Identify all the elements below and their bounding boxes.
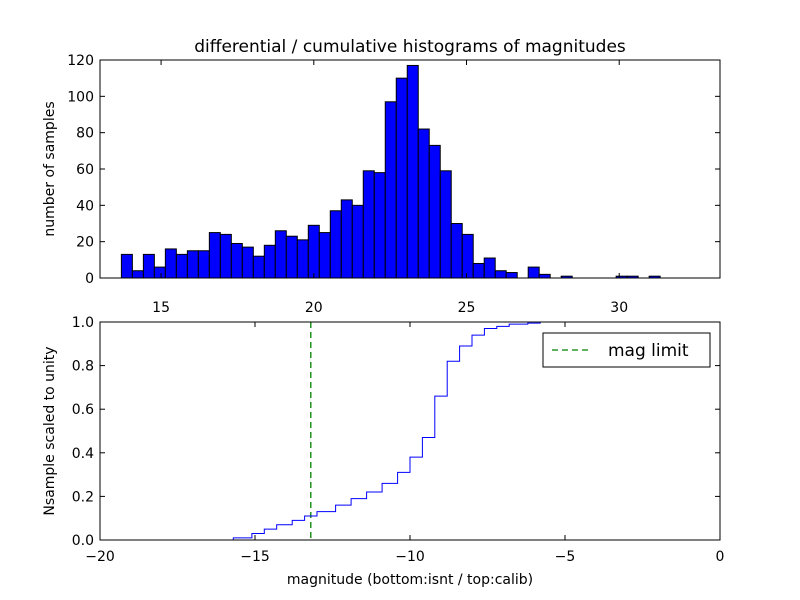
histogram-bar: [120, 253, 133, 279]
histogram-bar: [164, 248, 177, 279]
legend-box: [542, 332, 711, 368]
histogram-bar: [406, 64, 419, 279]
x-tick-label: −5: [555, 549, 576, 565]
y-tick-label: 120: [67, 53, 94, 69]
y-tick-label: 40: [76, 198, 94, 214]
y-tick-label: 20: [76, 235, 94, 251]
bottom-plot-frame: [99, 321, 721, 541]
histogram-bar: [274, 230, 287, 279]
histogram-bar: [208, 232, 221, 279]
histogram-bar: [472, 262, 485, 279]
histogram-bar: [527, 266, 540, 279]
top-histogram-panel: differential / cumulative histograms of …: [42, 37, 721, 316]
x-tick-label: 0: [716, 549, 725, 565]
histogram-bar: [285, 235, 298, 279]
histogram-bar: [362, 170, 375, 279]
y-tick-label: 0: [85, 271, 94, 287]
histogram-bar: [142, 253, 155, 279]
legend: mag limit: [542, 332, 711, 368]
histogram-bar: [329, 210, 342, 279]
y-tick-label: 1.0: [72, 315, 94, 331]
y-tick-label: 0.2: [72, 489, 94, 505]
histogram-bar: [153, 266, 166, 279]
bottom-cumulative-panel: Nsample scaled to unity magnitude (botto…: [42, 315, 724, 588]
bottom-y-axis-label: Nsample scaled to unity: [42, 346, 58, 515]
histogram-bar: [197, 250, 210, 279]
x-tick-label: 25: [458, 300, 476, 316]
histogram-bars: [120, 64, 661, 279]
histogram-bar: [219, 233, 232, 279]
x-tick-label: −20: [85, 549, 115, 565]
top-plot-frame: [99, 59, 721, 279]
histogram-bar: [505, 272, 518, 279]
histogram-bar: [131, 270, 144, 279]
x-tick-label: −15: [240, 549, 270, 565]
x-tick-label: 30: [610, 300, 628, 316]
histogram-bar: [307, 224, 320, 279]
histogram-bar: [230, 242, 243, 279]
histogram-bar: [263, 244, 276, 279]
histogram-bar: [439, 170, 452, 279]
histogram-bar: [417, 128, 430, 279]
y-tick-label: 80: [76, 126, 94, 142]
histogram-bar: [395, 77, 408, 279]
top-y-axis-label: number of samples: [42, 101, 58, 236]
histogram-bar: [252, 255, 265, 279]
y-tick-label: 100: [67, 89, 94, 105]
x-tick-label: −10: [395, 549, 425, 565]
chart-title: differential / cumulative histograms of …: [194, 37, 626, 57]
cumulative-step-line: [100, 321, 720, 541]
y-tick-label: 0.4: [72, 446, 94, 462]
histogram-bar: [373, 172, 386, 279]
histogram-bar: [461, 233, 474, 279]
histogram-bar: [175, 253, 188, 279]
histogram-bar: [483, 257, 496, 279]
bottom-ticks: −20 −15 −10 −5 0 0.0 0.2 0.4 0.6 0.8 1.0: [72, 315, 725, 565]
histogram-bar: [340, 199, 353, 279]
histogram-bar: [241, 246, 254, 279]
histogram-bar: [384, 101, 397, 279]
histogram-bar: [318, 232, 331, 279]
histogram-bar: [186, 250, 199, 279]
y-tick-label: 0.8: [72, 359, 94, 375]
x-tick-label: 20: [305, 300, 323, 316]
histogram-bar: [450, 223, 463, 279]
y-tick-label: 60: [76, 162, 94, 178]
x-tick-label: 15: [152, 300, 170, 316]
histogram-bar: [538, 273, 551, 279]
bottom-x-axis-label: magnitude (bottom:isnt / top:calib): [287, 572, 533, 588]
histogram-bar: [351, 204, 364, 279]
y-tick-label: 0.0: [72, 533, 94, 549]
legend-label: mag limit: [608, 341, 689, 361]
y-tick-label: 0.6: [72, 402, 94, 418]
histogram-bar: [428, 144, 441, 279]
histogram-bar: [494, 270, 507, 279]
histogram-bar: [296, 239, 309, 279]
